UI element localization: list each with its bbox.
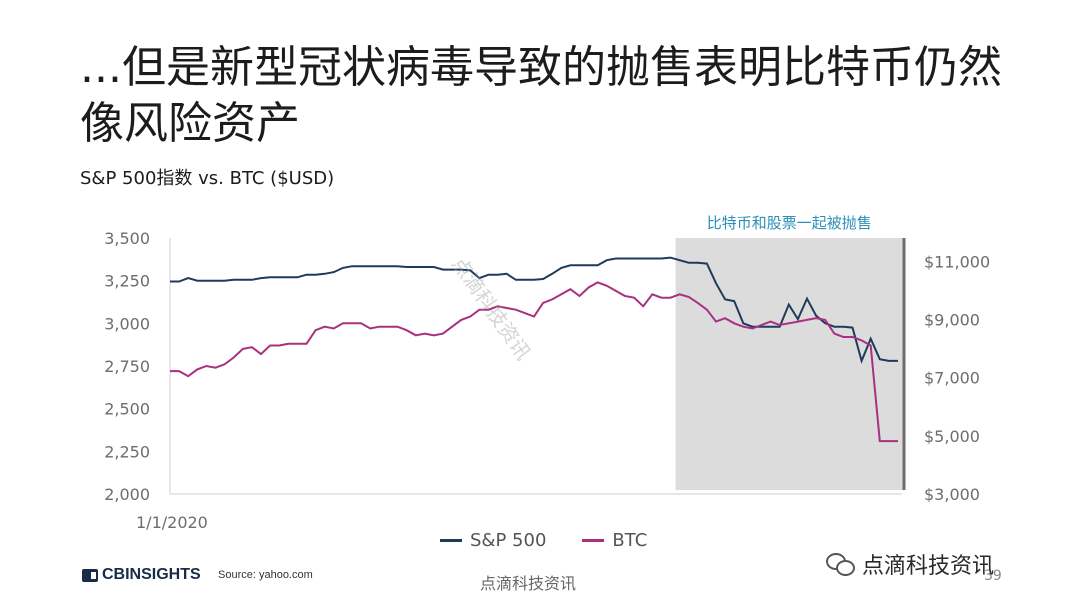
left-tick-label: 2,500 xyxy=(104,400,150,419)
series-line-btc xyxy=(170,281,898,443)
left-tick-label: 2,250 xyxy=(104,442,150,461)
right-tick-label: $11,000 xyxy=(924,252,990,271)
logo-text: CBINSIGHTS xyxy=(102,566,201,583)
legend-swatch-btc xyxy=(582,539,605,542)
x-axis-start-label: 1/1/2020 xyxy=(136,513,208,532)
legend-item-btc: BTC xyxy=(582,530,647,551)
cbinsights-logo-icon xyxy=(82,568,98,582)
left-tick-label: 2,000 xyxy=(104,485,150,504)
wechat-badge: 点滴科技资讯 xyxy=(826,548,994,580)
legend-label-sp500: S&P 500 xyxy=(470,530,547,551)
footer-brand: 点滴科技资讯 xyxy=(480,574,577,593)
sell-off-shaded-region xyxy=(675,238,903,490)
right-tick-label: $3,000 xyxy=(924,485,980,504)
right-axis-ticks: $11,000 $9,000 $7,000 $5,000 $3,000 xyxy=(924,252,990,504)
legend-item-sp500: S&P 500 xyxy=(440,530,546,551)
right-tick-label: $9,000 xyxy=(924,310,980,329)
left-axis-ticks: 3,500 3,250 3,000 2,750 2,500 2,250 2,000 xyxy=(104,229,150,504)
series-line-sp500 xyxy=(170,256,898,364)
left-tick-label: 2,750 xyxy=(104,357,150,376)
right-tick-label: $5,000 xyxy=(924,427,980,446)
chart-legend: S&P 500 BTC xyxy=(440,530,647,551)
left-tick-label: 3,250 xyxy=(104,272,150,291)
wechat-icon xyxy=(826,551,856,577)
source-note: Source: yahoo.com xyxy=(218,569,313,581)
cbinsights-logo: CBINSIGHTS xyxy=(82,566,201,584)
chart-subtitle: S&P 500指数 vs. BTC ($USD) xyxy=(80,168,335,189)
page-title: ...但是新型冠状病毒导致的抛售表明比特币仍然像风险资产 xyxy=(80,42,1002,149)
legend-swatch-sp500 xyxy=(440,539,462,542)
page-number: 39 xyxy=(984,568,1002,584)
left-tick-label: 3,000 xyxy=(104,314,150,333)
sell-off-label: 比特币和股票一起被抛售 xyxy=(707,214,872,232)
legend-label-btc: BTC xyxy=(612,530,648,551)
left-tick-label: 3,500 xyxy=(104,229,150,248)
wechat-account-name: 点滴科技资讯 xyxy=(862,554,995,579)
right-tick-label: $7,000 xyxy=(924,369,980,388)
